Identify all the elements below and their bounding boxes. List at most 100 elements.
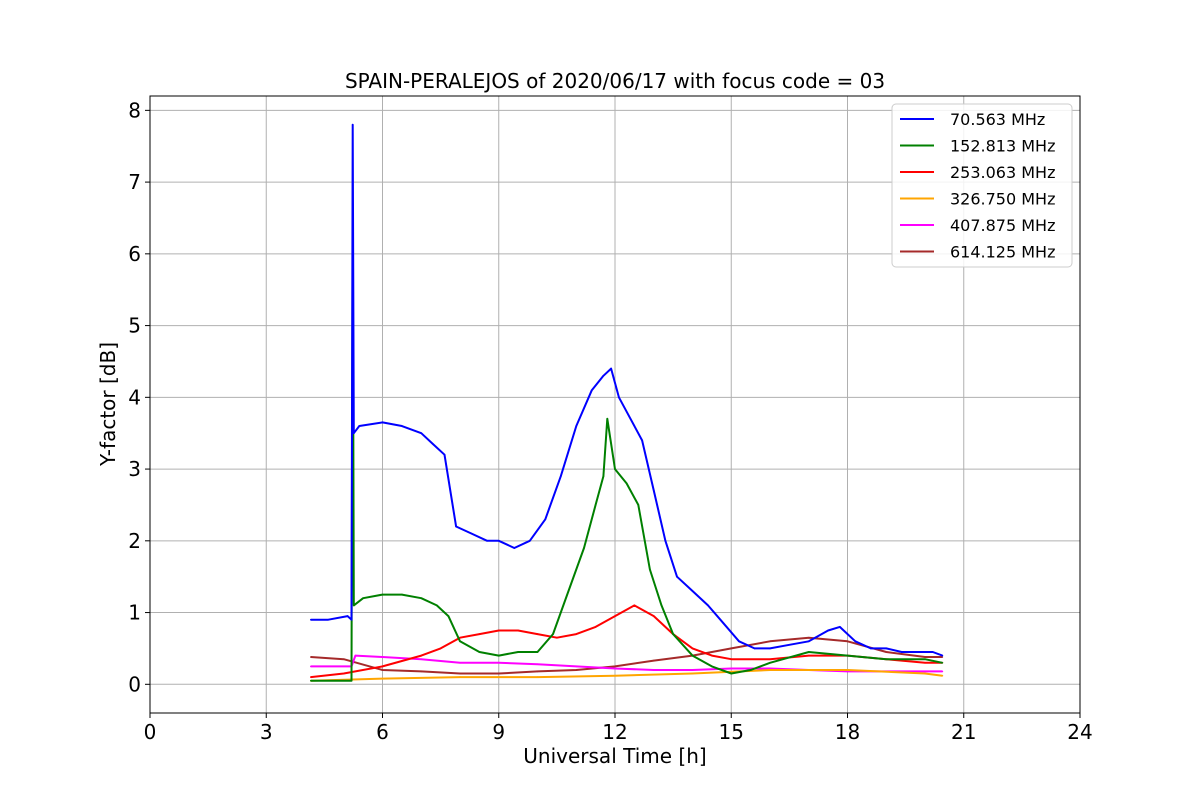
data-point — [498, 540, 500, 542]
data-point — [432, 443, 434, 445]
data-point — [498, 672, 500, 675]
data-point — [846, 669, 849, 671]
data-point — [575, 665, 578, 668]
data-point — [486, 540, 488, 542]
x-tick-label: 24 — [1067, 720, 1092, 744]
data-point — [343, 672, 345, 675]
data-point — [513, 547, 516, 549]
data-point — [420, 670, 423, 673]
legend-label-70-563-mhz: 70.563 MHz — [950, 110, 1045, 129]
data-point — [420, 658, 423, 660]
legend-label-326-750-mhz: 326.750 MHz — [950, 190, 1055, 209]
data-point — [653, 669, 655, 671]
data-point — [808, 636, 810, 639]
data-point — [556, 636, 558, 639]
data-point — [353, 604, 355, 607]
y-tick-label: 3 — [128, 457, 141, 481]
data-point — [447, 615, 450, 617]
data-point — [362, 597, 364, 599]
data-point — [401, 593, 403, 596]
legend-label-152-813-mhz: 152.813 MHz — [950, 137, 1055, 156]
data-point — [711, 654, 713, 657]
data-point — [346, 615, 349, 617]
data-point — [544, 518, 547, 521]
data-point — [459, 672, 461, 675]
data-point — [653, 615, 655, 617]
data-point — [331, 679, 333, 682]
data-point — [808, 651, 810, 653]
data-point — [606, 418, 609, 420]
data-point — [711, 665, 713, 668]
data-point — [351, 123, 354, 126]
data-point — [350, 618, 353, 621]
data-point — [885, 651, 888, 653]
data-point — [691, 654, 694, 657]
data-point — [885, 647, 888, 650]
data-point — [358, 425, 361, 427]
data-point — [629, 418, 632, 420]
data-point — [941, 656, 944, 658]
x-tick-label: 12 — [602, 720, 627, 744]
data-point — [401, 425, 403, 427]
y-tick-label: 1 — [128, 601, 141, 625]
y-tick-label: 4 — [128, 385, 141, 409]
data-point — [529, 540, 531, 542]
data-point — [614, 615, 616, 617]
data-point — [343, 658, 345, 660]
series-line-253-063-mhz — [310, 604, 943, 679]
x-tick-label: 3 — [260, 720, 273, 744]
data-point — [327, 618, 330, 621]
data-point — [649, 568, 651, 571]
data-point — [350, 679, 353, 682]
data-point — [691, 590, 694, 592]
data-point — [637, 504, 640, 506]
data-point — [653, 489, 655, 492]
data-point — [381, 677, 384, 680]
data-point — [808, 654, 810, 657]
data-point — [769, 667, 771, 670]
data-point — [730, 672, 733, 675]
data-point — [660, 604, 663, 607]
data-point — [769, 669, 771, 671]
data-point — [846, 654, 849, 657]
data-point — [478, 633, 481, 635]
data-point — [498, 629, 500, 632]
y-tick-label: 2 — [128, 529, 141, 553]
data-point — [517, 629, 519, 632]
data-point — [381, 656, 384, 658]
y-tick-label: 0 — [128, 672, 141, 696]
data-point — [633, 604, 636, 607]
data-point — [924, 662, 926, 664]
data-point — [498, 654, 500, 657]
data-point — [753, 647, 756, 650]
data-point — [769, 662, 771, 664]
data-point — [478, 651, 481, 653]
data-point — [808, 640, 810, 643]
x-tick-label: 0 — [144, 720, 157, 744]
data-point — [722, 622, 725, 625]
y-tick-label: 8 — [128, 98, 141, 122]
data-point — [730, 667, 733, 670]
data-point — [769, 658, 771, 660]
legend-label-614-125-mhz: 614.125 MHz — [950, 243, 1055, 262]
data-point — [941, 674, 944, 677]
data-point — [459, 662, 461, 664]
legend: 70.563 MHz 152.813 MHz 253.063 MHz 326.750 … — [891, 103, 1073, 268]
data-point — [653, 659, 655, 662]
data-point — [625, 482, 628, 485]
data-point — [517, 651, 519, 653]
data-point — [846, 640, 849, 643]
data-point — [310, 676, 312, 678]
data-point — [614, 665, 616, 668]
data-point — [354, 654, 357, 657]
chart-title: SPAIN-PERALEJOS of 2020/06/17 with focus… — [345, 69, 885, 93]
series-line-326-750-mhz — [310, 669, 943, 682]
data-point — [536, 670, 539, 673]
series-line-152-813-mhz — [310, 202, 943, 682]
series-group — [310, 123, 944, 682]
data-point — [749, 669, 752, 671]
data-point — [459, 640, 461, 643]
data-point — [924, 656, 926, 658]
